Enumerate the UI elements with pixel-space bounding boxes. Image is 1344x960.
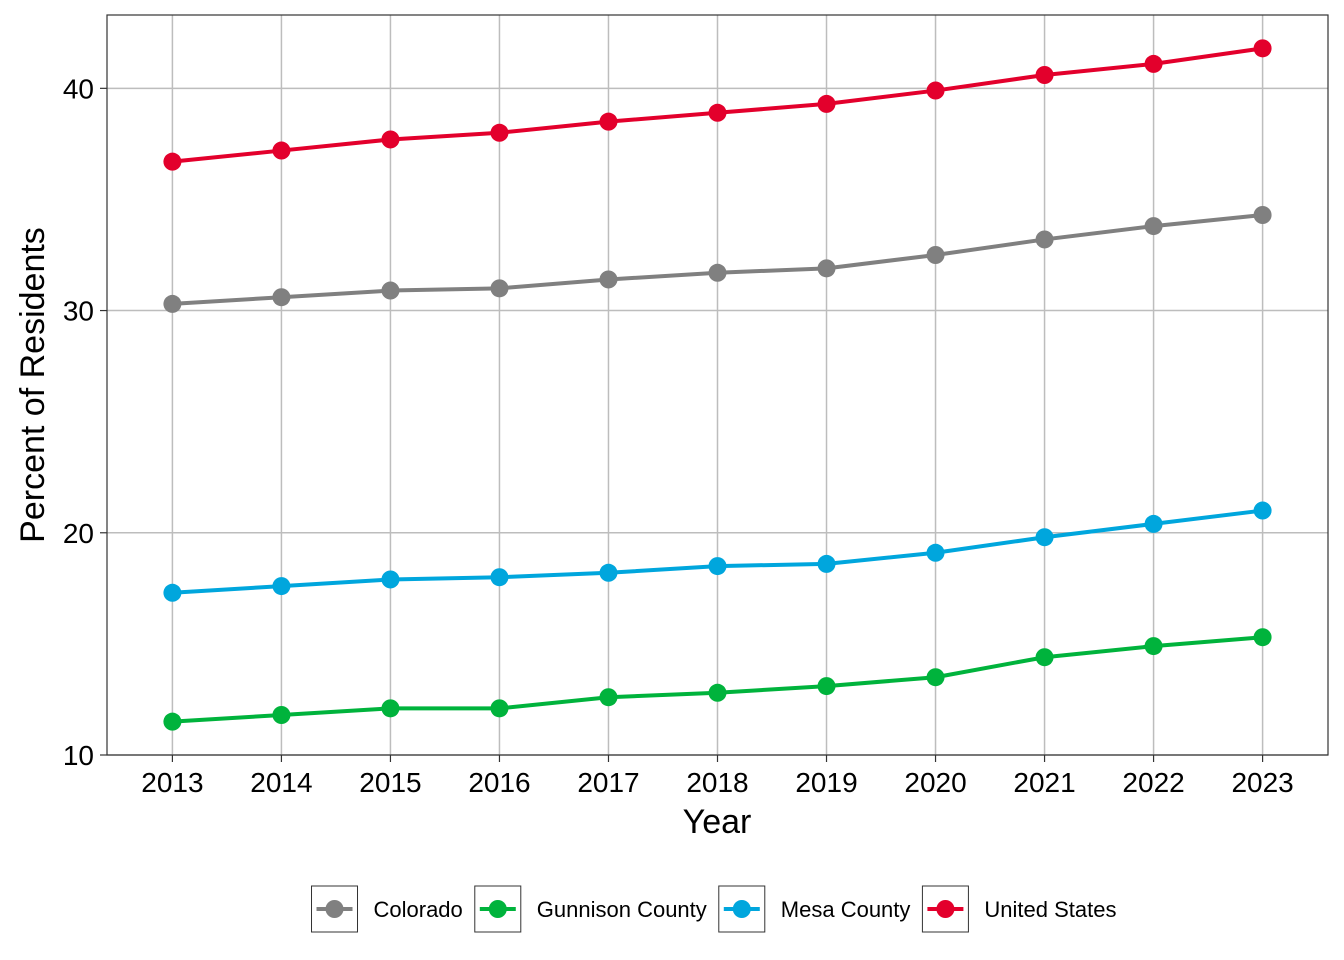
data-point-united-states (817, 94, 836, 113)
data-point-gunnison-county (163, 712, 182, 731)
legend-key-point (488, 900, 507, 918)
x-tick-label: 2022 (1122, 767, 1184, 798)
x-tick-label: 2021 (1013, 767, 1075, 798)
data-point-gunnison-county (1253, 628, 1272, 647)
data-point-gunnison-county (1035, 648, 1054, 667)
data-point-united-states (490, 123, 509, 142)
data-point-gunnison-county (490, 699, 509, 718)
data-point-colorado (1035, 230, 1054, 249)
data-point-united-states (163, 152, 182, 171)
data-point-united-states (708, 103, 727, 122)
data-point-mesa-county (1035, 528, 1054, 547)
data-point-united-states (272, 141, 291, 160)
axes: 2013 2014 2015 2016 2017 2018 2019 2020 2021 2022… (63, 73, 1294, 798)
data-point-mesa-county (926, 543, 945, 562)
legend-label: Gunnison County (537, 897, 707, 922)
x-tick-label: 2013 (141, 767, 203, 798)
legend-item-colorado: Colorado (311, 885, 463, 933)
data-point-gunnison-county (599, 688, 618, 707)
y-tick-label: 30 (63, 296, 94, 327)
x-tick-label: 2018 (686, 767, 748, 798)
data-point-colorado (490, 279, 509, 298)
data-point-gunnison-county (708, 683, 727, 702)
legend: Colorado Gunnison County Mesa County United… (311, 885, 1116, 933)
x-axis-title: Year (683, 803, 752, 841)
data-point-colorado (1253, 206, 1272, 224)
data-point-colorado (599, 270, 618, 289)
x-tick-label: 2023 (1231, 767, 1293, 798)
x-tick-label: 2016 (468, 767, 530, 798)
data-point-united-states (1144, 54, 1163, 73)
data-point-mesa-county (272, 577, 291, 596)
data-point-mesa-county (817, 554, 836, 573)
legend-key-point (732, 900, 751, 918)
data-point-gunnison-county (817, 677, 836, 696)
y-tick-label: 10 (63, 740, 94, 771)
data-point-mesa-county (599, 563, 618, 582)
x-tick-label: 2014 (250, 767, 312, 798)
data-point-united-states (381, 130, 400, 149)
data-point-mesa-county (1144, 514, 1163, 533)
data-point-colorado (381, 281, 400, 300)
legend-label: United States (984, 897, 1116, 922)
data-point-gunnison-county (1144, 637, 1163, 656)
data-point-mesa-county (708, 557, 727, 576)
data-point-colorado (708, 263, 727, 282)
legend-item-gunnison-county: Gunnison County (474, 885, 707, 933)
legend-key-point (936, 900, 955, 918)
legend-item-mesa-county: Mesa County (718, 885, 911, 933)
data-point-colorado (926, 246, 945, 264)
legend-item-united-states: United States (921, 885, 1116, 933)
data-point-united-states (1253, 39, 1272, 58)
legend-key-point (325, 900, 344, 918)
data-point-united-states (1035, 66, 1054, 84)
data-point-mesa-county (163, 583, 182, 602)
data-point-gunnison-county (381, 699, 400, 718)
x-tick-label: 2015 (359, 767, 421, 798)
data-point-mesa-county (381, 570, 400, 589)
data-point-gunnison-county (272, 706, 291, 724)
y-tick-label: 40 (63, 73, 94, 104)
data-point-colorado (272, 288, 291, 307)
y-tick-label: 20 (63, 518, 94, 549)
legend-label: Mesa County (781, 897, 911, 922)
data-point-united-states (599, 112, 618, 131)
data-point-colorado (817, 259, 836, 278)
series-layer (163, 39, 1272, 731)
data-point-mesa-county (490, 568, 509, 587)
data-point-gunnison-county (926, 668, 945, 687)
data-point-colorado (163, 294, 182, 313)
data-point-mesa-county (1253, 501, 1272, 520)
legend-label: Colorado (374, 897, 463, 922)
data-point-united-states (926, 81, 945, 100)
data-point-colorado (1144, 217, 1163, 236)
x-tick-label: 2017 (577, 767, 639, 798)
x-tick-label: 2020 (904, 767, 966, 798)
x-tick-label: 2019 (795, 767, 857, 798)
y-axis-title: Percent of Residents (14, 227, 52, 543)
